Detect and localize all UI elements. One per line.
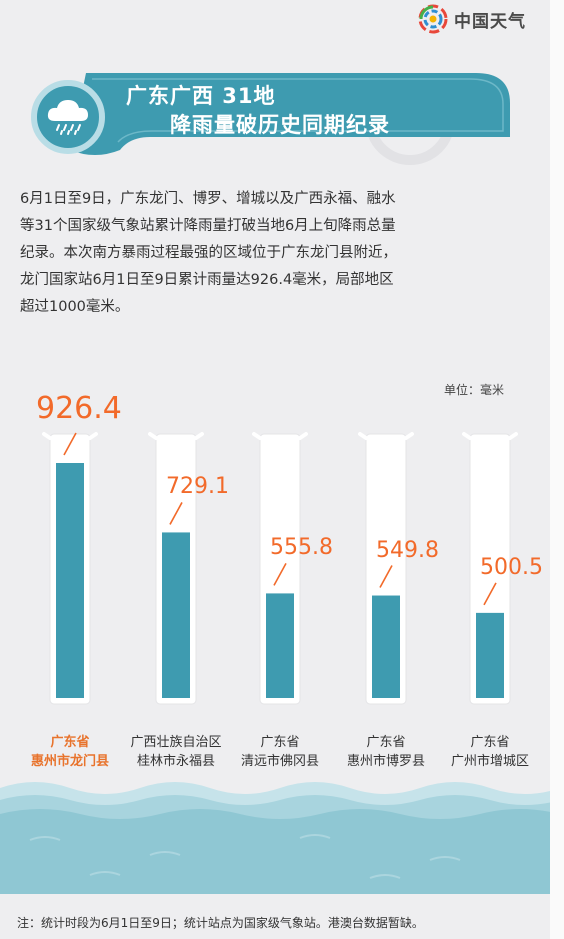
brand-name: 中国天气	[454, 11, 526, 32]
bar	[372, 595, 400, 698]
category-province: 广东省	[260, 735, 300, 750]
tube-lip	[252, 432, 262, 440]
china-weather-logo-icon	[418, 4, 448, 34]
category-province: 广东省	[470, 735, 510, 750]
page-title-line1: 广东广西 31地	[126, 84, 276, 108]
rain-cloud-icon	[47, 100, 88, 135]
bar	[266, 593, 294, 698]
data-label: 549.8	[376, 537, 439, 563]
bar	[476, 612, 504, 698]
water-waves	[0, 782, 550, 894]
poster: 中国天气 广东广西 31地 降雨量破历史同期纪录 6月1日至9日，广东龙门、博罗…	[0, 4, 550, 930]
tube-lip	[88, 432, 98, 440]
page-title-line2: 降雨量破历史同期纪录	[170, 113, 390, 137]
footnote: 注：统计时段为6月1日至9日；统计站点为国家级气象站。港澳台数据暂缺。	[17, 916, 424, 930]
category-city: 桂林市永福县	[136, 754, 215, 769]
leader-line	[273, 563, 287, 586]
intro-line: 龙门国家站6月1日至9日累计雨量达926.4毫米，局部地区	[20, 272, 394, 288]
category-city: 清远市佛冈县	[240, 754, 319, 769]
tube-lip	[148, 432, 158, 440]
rain-gauge-tube	[252, 432, 308, 705]
category-province: 广东省	[50, 735, 90, 750]
brand: 中国天气	[418, 4, 526, 34]
tube-lip	[508, 432, 518, 440]
unit-label: 单位：毫米	[444, 383, 505, 397]
tube-lip	[404, 432, 414, 440]
intro-line: 等31个国家级气象站累计降雨量打破当地6月上旬降雨总量	[20, 218, 396, 234]
banner-badge	[31, 80, 105, 154]
intro-paragraph: 6月1日至9日，广东龙门、博罗、增城以及广西永福、融水 等31个国家级气象站累计…	[20, 186, 540, 321]
category-city: 惠州市龙门县	[30, 754, 109, 769]
leader-line	[63, 432, 77, 456]
leader-line	[169, 502, 183, 525]
tube-lip	[194, 432, 204, 440]
intro-line: 6月1日至9日，广东龙门、博罗、增城以及广西永福、融水	[20, 191, 396, 207]
rain-gauge-tube	[148, 432, 204, 705]
data-label: 926.4	[36, 391, 122, 426]
category-province: 广东省	[366, 735, 406, 750]
rain-gauge-tube	[358, 432, 414, 705]
category-city: 惠州市博罗县	[346, 754, 425, 769]
category-city: 广州市增城区	[450, 754, 529, 769]
title-banner	[70, 73, 510, 155]
tube-lip	[42, 432, 52, 440]
leader-line	[379, 565, 393, 588]
category-province: 广西壮族自治区	[130, 735, 222, 750]
tube-lip	[358, 432, 368, 440]
intro-line: 纪录。本次南方暴雨过程最强的区域位于广东龙门县附近，	[20, 245, 397, 261]
page-edge	[550, 0, 564, 939]
rain-gauge-tube	[42, 432, 98, 705]
data-label: 500.5	[480, 554, 543, 580]
intro-line: 超过1000毫米。	[20, 299, 130, 315]
data-label: 555.8	[270, 535, 333, 561]
leader-line	[483, 582, 497, 606]
tube-lip	[298, 432, 308, 440]
rain-gauge-tube	[462, 432, 518, 705]
tube-lip	[462, 432, 472, 440]
bar	[56, 463, 84, 698]
bar	[162, 532, 190, 698]
data-label: 729.1	[166, 474, 229, 500]
